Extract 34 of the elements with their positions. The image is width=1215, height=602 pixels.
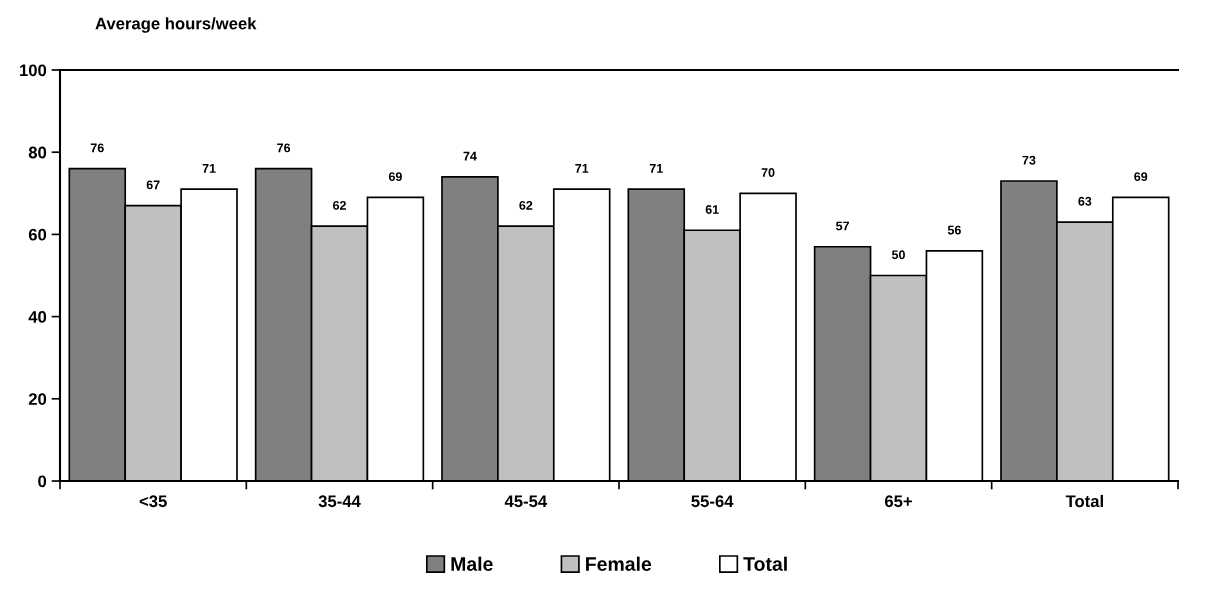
data-label: 71 xyxy=(649,164,663,173)
data-label: 70 xyxy=(761,168,775,177)
x-tick-label: 35-44 xyxy=(318,495,361,508)
data-label: 56 xyxy=(947,225,961,235)
y-tick-label: 60 xyxy=(28,228,47,241)
data-label: 69 xyxy=(1134,172,1148,182)
data-label: 50 xyxy=(891,250,905,260)
x-tick-label: 45-54 xyxy=(504,495,548,508)
data-label: 71 xyxy=(202,164,216,173)
y-tick-label: 0 xyxy=(38,475,47,488)
data-label: 74 xyxy=(463,151,477,161)
chart-title: Average hours/week xyxy=(95,17,257,33)
data-label: 63 xyxy=(1078,196,1092,206)
y-tick-label: 100 xyxy=(20,64,47,77)
data-label: 69 xyxy=(388,172,402,182)
data-label: 76 xyxy=(90,143,104,153)
x-tick-label: 65+ xyxy=(884,495,912,508)
legend-label: Female xyxy=(586,556,652,571)
legend-label: Male xyxy=(451,556,493,571)
data-label: 62 xyxy=(333,200,346,210)
x-tick-label: 55-64 xyxy=(691,495,734,508)
data-label: 57 xyxy=(836,221,849,231)
data-label: 67 xyxy=(146,180,160,190)
y-tick-label: 40 xyxy=(28,311,47,323)
y-tick-label: 20 xyxy=(28,393,47,405)
legend-label: Total xyxy=(743,556,787,571)
data-label: 76 xyxy=(277,143,291,153)
data-label: 71 xyxy=(575,164,589,173)
data-label: 73 xyxy=(1022,155,1036,165)
x-tick-label: <35 xyxy=(139,495,167,508)
data-label: 62 xyxy=(519,200,533,210)
data-label: 61 xyxy=(705,205,719,214)
x-tick-label: Total xyxy=(1065,494,1103,508)
y-tick-label: 80 xyxy=(28,146,47,159)
